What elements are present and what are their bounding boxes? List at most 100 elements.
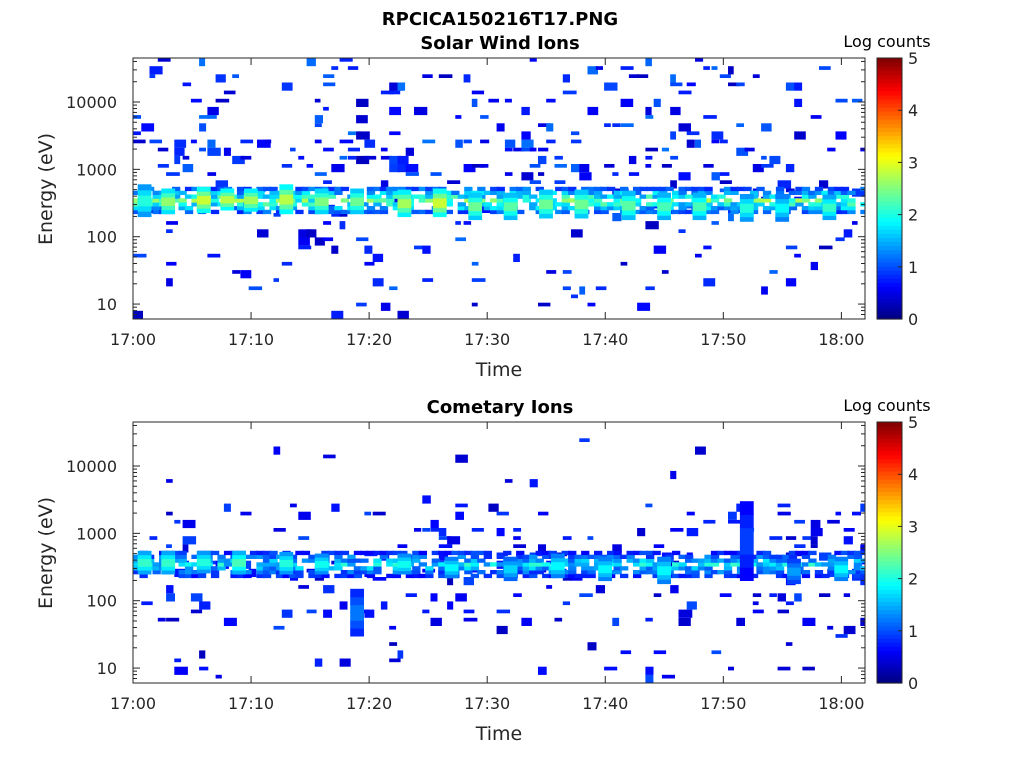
noise-cell (389, 642, 398, 646)
data-block (397, 203, 412, 209)
band-cell (184, 566, 194, 571)
band-cell (464, 570, 473, 575)
y-tick-label: 10 (97, 659, 117, 678)
band-cell (840, 206, 850, 211)
band-cell (262, 573, 272, 579)
data-block (314, 567, 329, 572)
band-cell (470, 550, 479, 556)
band-cell (217, 554, 226, 559)
data-block (314, 209, 329, 215)
band-cell (360, 209, 369, 215)
band-cell (704, 566, 713, 571)
data-block (432, 202, 447, 208)
data-block (657, 570, 671, 576)
band-cell (477, 186, 486, 192)
band-cell (782, 558, 791, 563)
band-cell (483, 554, 492, 559)
band-cell (444, 202, 453, 207)
band-cell (133, 209, 142, 215)
band-cell (775, 186, 785, 192)
band-cell (353, 558, 363, 563)
noise-cell (645, 674, 654, 683)
noise-cell (645, 164, 652, 168)
band-cell (210, 198, 220, 203)
colorbar-swatch (877, 605, 902, 611)
noise-cell (769, 270, 778, 274)
data-block (244, 192, 258, 197)
data-block (574, 199, 589, 205)
band-cell (834, 190, 843, 195)
band-cell (788, 206, 798, 211)
data-block (503, 210, 518, 216)
data-block (350, 612, 364, 621)
data-block (196, 191, 211, 196)
band-cell (321, 573, 330, 579)
data-block (539, 194, 553, 200)
noise-cell (471, 568, 480, 573)
data-block (314, 563, 329, 568)
noise-cell (240, 270, 252, 279)
data-block (232, 554, 246, 560)
noise-cell (281, 261, 293, 266)
colorbar-swatch (877, 282, 902, 287)
noise-cell (728, 666, 734, 671)
noise-cell (852, 577, 862, 581)
band-cell (509, 186, 518, 192)
data-block (314, 196, 329, 202)
noise-cell (637, 74, 649, 78)
noise-cell (298, 237, 310, 246)
band-cell (646, 554, 655, 559)
band-cell (691, 570, 700, 575)
noise-cell (207, 253, 221, 258)
band-cell (295, 209, 304, 215)
colorbar-swatch (877, 540, 902, 545)
colorbar-swatch (877, 278, 902, 283)
noise-cell (380, 155, 392, 160)
noise-cell (587, 302, 596, 307)
band-cell (490, 209, 499, 215)
noise-cell (546, 585, 553, 589)
band-cell (236, 202, 246, 207)
noise-cell (785, 188, 795, 193)
band-cell (756, 554, 765, 559)
band-cell (840, 190, 850, 195)
noise-cell (397, 155, 409, 165)
noise-cell (777, 503, 791, 508)
band-cell (840, 202, 850, 207)
noise-cell (521, 617, 532, 626)
data-block (598, 564, 612, 570)
colorbar-swatch (877, 155, 902, 161)
data-block (787, 558, 801, 564)
noise-cell (686, 528, 699, 537)
noise-cell (736, 617, 745, 626)
band-cell (217, 566, 226, 571)
band-cell (392, 562, 401, 567)
band-cell (685, 566, 694, 571)
band-cell (756, 550, 765, 556)
band-cell (178, 198, 187, 203)
band-cell (704, 209, 713, 215)
colorbar-swatch (877, 479, 902, 484)
noise-cell (389, 658, 401, 663)
y-tick-label: 100 (86, 592, 117, 611)
colorbar-swatch (877, 548, 902, 554)
noise-cell (455, 503, 468, 508)
band-cell (762, 558, 772, 563)
noise-cell (661, 270, 669, 274)
band-cell (749, 206, 759, 211)
noise-cell (661, 674, 675, 679)
noise-cell (397, 310, 409, 319)
colorbar-swatch (877, 434, 902, 439)
data-block (598, 568, 612, 574)
band-cell (691, 186, 700, 192)
data-block (692, 210, 707, 216)
colorbar-swatch (877, 204, 902, 210)
noise-cell (323, 585, 335, 594)
band-cell (438, 562, 447, 567)
noise-cell (273, 446, 281, 455)
band-cell (269, 202, 278, 207)
noise-cell (785, 536, 797, 540)
data-block (137, 570, 152, 575)
noise-cell (430, 528, 442, 532)
band-cell (334, 206, 343, 211)
